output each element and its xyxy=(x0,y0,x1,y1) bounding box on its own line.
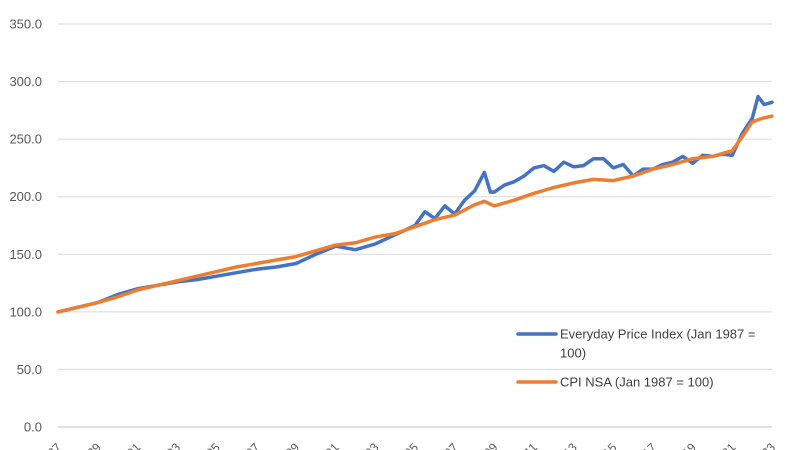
legend-label-everyday-price-index: 100) xyxy=(560,346,586,361)
x-tick-label: 95 xyxy=(203,440,223,450)
y-tick-label: 50.0 xyxy=(17,362,42,377)
x-tick-label: 89 xyxy=(84,440,104,450)
x-tick-label: 87 xyxy=(45,440,65,450)
x-tick-label: 15 xyxy=(600,440,620,450)
y-tick-label: 200.0 xyxy=(9,189,42,204)
x-tick-label: 93 xyxy=(164,440,184,450)
y-tick-label: 150.0 xyxy=(9,247,42,262)
x-tick-label: 05 xyxy=(402,440,422,450)
x-tick-label: 91 xyxy=(124,440,144,450)
x-tick-label: 19 xyxy=(679,440,699,450)
y-tick-label: 350.0 xyxy=(9,17,42,32)
x-tick-label: 13 xyxy=(560,440,580,450)
y-axis-tick-labels: 0.0 50.0 100.0 150.0 200.0 250.0 300.0 350.0 xyxy=(9,17,42,435)
x-tick-label: 23 xyxy=(759,440,779,450)
x-tick-label: 97 xyxy=(243,440,263,450)
x-tick-label: 07 xyxy=(441,440,461,450)
x-tick-label: 09 xyxy=(481,440,501,450)
y-tick-label: 250.0 xyxy=(9,132,42,147)
y-tick-label: 100.0 xyxy=(9,304,42,319)
gridlines xyxy=(58,23,772,428)
series-line-cpi-nsa xyxy=(56,114,774,314)
legend-label-everyday-price-index: Everyday Price Index (Jan 1987 = xyxy=(560,327,755,342)
x-tick-label: 03 xyxy=(362,440,382,450)
y-tick-label: 300.0 xyxy=(9,74,42,89)
legend: Everyday Price Index (Jan 1987 = 100) CPI … xyxy=(516,327,755,390)
series-lines xyxy=(56,94,774,314)
x-tick-label: 17 xyxy=(640,440,660,450)
x-tick-label: 01 xyxy=(322,440,342,450)
x-axis-tick-labels: 87 89 91 93 95 97 99 01 03 05 07 09 11 13 15 17 19 21 23 xyxy=(45,440,779,450)
y-tick-label: 0.0 xyxy=(24,420,42,435)
x-tick-label: 11 xyxy=(521,440,540,450)
x-tick-label: 21 xyxy=(719,440,739,450)
x-tick-label: 99 xyxy=(283,440,303,450)
legend-label-cpi-nsa: CPI NSA (Jan 1987 = 100) xyxy=(560,375,714,390)
